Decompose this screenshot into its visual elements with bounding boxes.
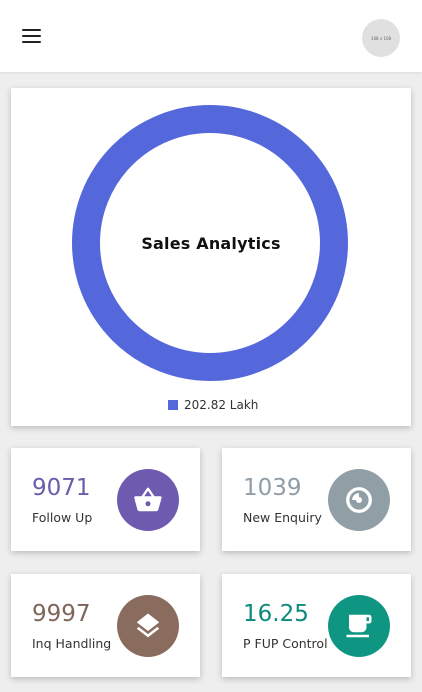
- stat-value: 16.25: [243, 601, 309, 627]
- hamburger-menu-icon[interactable]: [22, 28, 42, 44]
- stat-card-follow-up[interactable]: 9071 Follow Up: [11, 448, 200, 551]
- coffee-cup-icon: [328, 595, 390, 657]
- chart-legend[interactable]: 202.82 Lakh: [168, 398, 258, 412]
- chart-title: Sales Analytics: [141, 234, 281, 253]
- top-app-bar: 108 x 108: [0, 0, 422, 72]
- sales-analytics-card: Sales Analytics 202.82 Lakh: [11, 88, 411, 426]
- stat-value: 9071: [32, 475, 91, 501]
- shopping-basket-icon: [117, 469, 179, 531]
- sales-donut-chart: [72, 105, 348, 381]
- legend-swatch: [168, 400, 178, 410]
- legend-label: 202.82 Lakh: [184, 398, 259, 412]
- stat-label: P FUP Control: [243, 636, 328, 651]
- avatar[interactable]: 108 x 108: [362, 19, 400, 57]
- donut-slice[interactable]: [72, 105, 348, 381]
- stat-card-new-enquiry[interactable]: 1039 New Enquiry: [222, 448, 411, 551]
- stat-value: 9997: [32, 601, 91, 627]
- stat-card-p-fup-control[interactable]: 16.25 P FUP Control: [222, 574, 411, 677]
- stat-value: 1039: [243, 475, 302, 501]
- record-icon: [328, 469, 390, 531]
- stat-label: Follow Up: [32, 510, 93, 525]
- stat-label: New Enquiry: [243, 510, 322, 525]
- layers-icon: [117, 595, 179, 657]
- stat-label: Inq Handling: [32, 636, 112, 651]
- stat-card-inq-handling[interactable]: 9997 Inq Handling: [11, 574, 200, 677]
